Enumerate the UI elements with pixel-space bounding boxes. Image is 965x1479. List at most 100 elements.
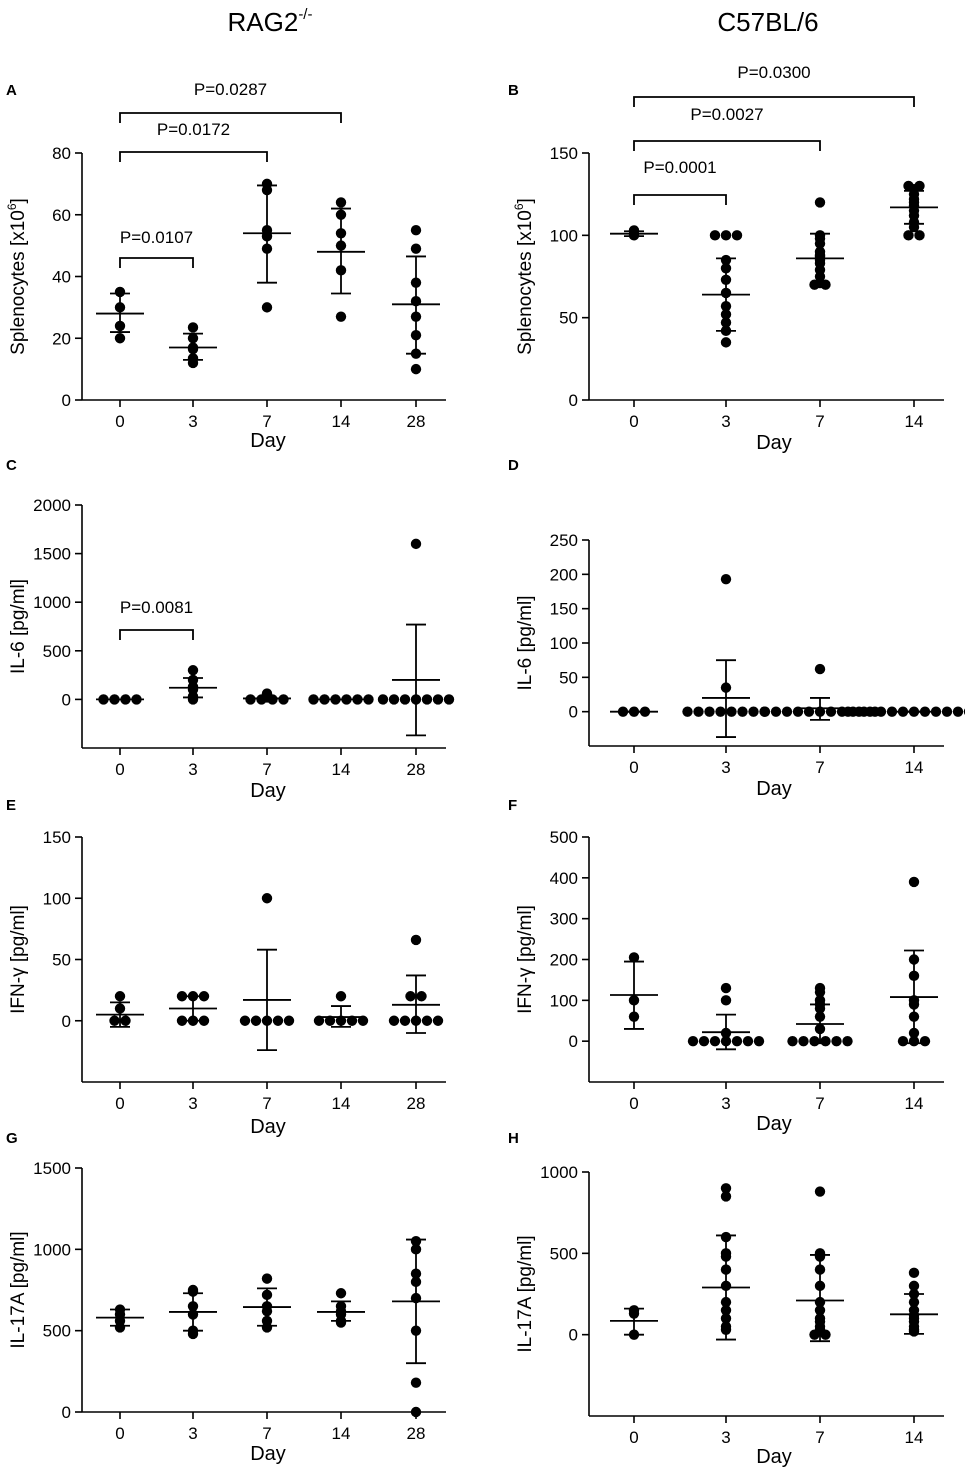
data-point <box>831 1035 842 1047</box>
data-point <box>399 1015 411 1026</box>
comparison-bracket: P=0.0287 <box>119 80 342 123</box>
panel-A: A 0 20 40 60 80 0 3 7 14 28 Day Splenocytes [x106] P=… <box>5 80 446 452</box>
data-point <box>737 706 748 717</box>
x-tick-label: 0 <box>115 760 124 779</box>
data-point <box>720 230 732 241</box>
x-tick-label: 14 <box>332 1424 351 1443</box>
panel-letter: G <box>6 1130 18 1147</box>
data-point <box>363 694 374 705</box>
data-point <box>120 1015 131 1026</box>
data-point <box>687 1035 699 1047</box>
group-day-14 <box>317 1288 365 1328</box>
x-tick-label: 3 <box>188 412 197 431</box>
panel-B: B 0 50 100 150 0 3 7 14 Day Splenocytes [x106] P=0.… <box>508 63 944 454</box>
y-axis-label: IL-17A [pg/ml] <box>8 1231 29 1348</box>
x-axis-label: Day <box>756 1446 792 1468</box>
x-axis-label: Day <box>250 780 286 802</box>
p-value-label: P=0.0172 <box>157 120 230 139</box>
x-tick-label: 7 <box>815 1094 824 1113</box>
column-title-rag2-sup: -/- <box>298 6 313 23</box>
data-point <box>781 706 793 717</box>
data-point <box>308 694 319 705</box>
y-axis-label: IFN-γ [pg/ml] <box>8 905 29 1014</box>
group-day-0 <box>610 225 658 241</box>
data-point <box>377 694 389 705</box>
data-point <box>109 1015 120 1026</box>
comparison-bracket: P=0.0107 <box>119 228 194 268</box>
y-axis-label: IL-6 [pg/ml] <box>8 579 29 674</box>
data-point <box>261 302 273 313</box>
y-axis-label: IFN-γ [pg/ml] <box>515 905 536 1014</box>
data-point <box>820 1329 831 1340</box>
y-axis-label-end: ] <box>8 198 29 203</box>
data-point <box>405 991 416 1002</box>
x-axis-label: Day <box>756 1113 792 1135</box>
data-point <box>814 1186 826 1197</box>
data-point <box>239 1015 251 1026</box>
data-point <box>875 706 887 717</box>
data-point <box>176 1015 188 1026</box>
panel-D: D 0 50 100 150 200 250 0 3 7 14 Day IL-6 [pg/ml] <box>508 457 965 800</box>
data-point <box>842 706 854 717</box>
y-tick-label: 250 <box>550 531 578 550</box>
y-tick-label: 300 <box>550 910 578 929</box>
data-point <box>720 1183 732 1194</box>
x-tick-label: 7 <box>262 1094 271 1113</box>
data-point <box>250 1015 262 1026</box>
y-tick-label: 20 <box>52 329 71 348</box>
group-day-28 <box>392 1236 440 1418</box>
data-point <box>335 1317 347 1328</box>
group-day-3 <box>687 982 765 1051</box>
y-tick-label: 1500 <box>33 545 71 564</box>
data-point <box>410 243 422 254</box>
group-day-14 <box>308 694 374 705</box>
data-point <box>919 1035 931 1047</box>
y-tick-label: 0 <box>62 690 71 709</box>
data-point <box>759 706 771 717</box>
panel-E: E 0 50 100 150 0 3 7 14 28 Day IFN-γ [pg/ml] <box>6 797 446 1138</box>
data-point <box>628 952 640 963</box>
bracket-line <box>633 140 821 151</box>
group-day-7 <box>796 197 844 290</box>
x-tick-label: 7 <box>262 760 271 779</box>
data-point <box>742 1035 754 1047</box>
x-tick-label: 0 <box>115 1094 124 1113</box>
y-tick-label: 100 <box>550 634 578 653</box>
y-tick-label: 0 <box>62 1012 71 1031</box>
y-axis-label-end: ] <box>515 198 536 203</box>
x-tick-label: 3 <box>721 1094 730 1113</box>
panel-G: G 0 500 1000 1500 0 3 7 14 28 Day IL-17A [pg/ml] <box>6 1130 446 1465</box>
data-point <box>432 694 444 705</box>
data-point <box>278 694 289 705</box>
data-point <box>388 694 400 705</box>
comparison-bracket: P=0.0081 <box>119 598 194 640</box>
data-point <box>443 694 455 705</box>
y-tick-label: 0 <box>62 391 71 410</box>
x-tick-label: 3 <box>188 1094 197 1113</box>
group-day-28 <box>377 538 455 737</box>
column-title-c57bl6-main: C57BL/6 <box>717 7 819 37</box>
panel-letter: H <box>508 1130 519 1147</box>
data-point <box>814 986 826 998</box>
panel-letter: B <box>508 82 519 99</box>
data-point <box>187 322 199 333</box>
x-tick-label: 0 <box>629 1094 638 1113</box>
data-point <box>809 1329 820 1340</box>
group-day-28 <box>392 224 440 375</box>
group-day-3 <box>702 230 750 348</box>
data-point <box>176 991 188 1002</box>
x-tick-label: 14 <box>905 412 924 431</box>
data-point <box>820 1035 831 1047</box>
x-tick-label: 3 <box>188 760 197 779</box>
data-point <box>245 694 256 705</box>
data-point <box>421 1015 433 1026</box>
data-point <box>335 991 347 1002</box>
x-axis-label: Day <box>756 432 792 454</box>
y-tick-label: 50 <box>52 951 71 970</box>
data-point <box>114 1322 126 1333</box>
data-point <box>715 706 726 717</box>
group-day-0 <box>96 1304 144 1333</box>
data-point <box>798 1035 809 1047</box>
y-tick-label: 80 <box>52 144 71 163</box>
y-axis-label-sup: 6 <box>5 203 19 210</box>
